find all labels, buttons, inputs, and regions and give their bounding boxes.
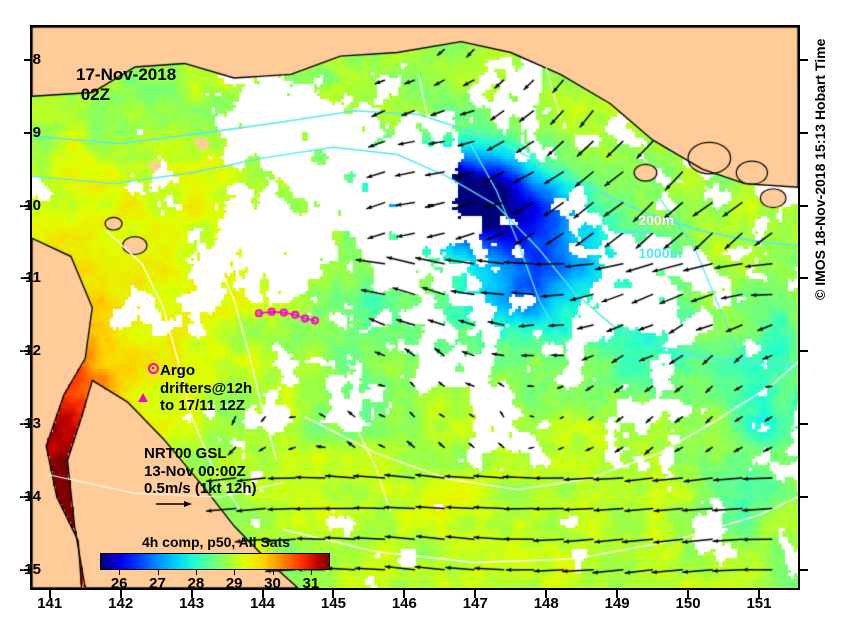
colorbar-tick-2 <box>195 570 197 575</box>
x-tick-label-0: 141 <box>37 595 63 612</box>
colorbar-label-4: 30 <box>264 575 281 592</box>
x-tick-mark-2 <box>190 590 193 598</box>
imos-credit-label: © IMOS 18-Nov-2018 15:13 Hobart Time <box>812 38 828 300</box>
x-tick-label-10: 151 <box>746 595 772 612</box>
x-tick-label-4: 145 <box>320 595 346 612</box>
x-tick-mark-9 <box>687 590 690 598</box>
y-tick-label-4: -12 <box>19 342 41 360</box>
y-tick-mark-right-0 <box>800 58 808 61</box>
sst-raster-canvas <box>32 27 798 588</box>
x-tick-mark-4 <box>332 590 335 598</box>
colorbar-tick-0 <box>119 570 121 575</box>
x-tick-label-9: 150 <box>675 595 701 612</box>
y-tick-mark-right-1 <box>800 131 808 134</box>
y-tick-label-3: -11 <box>20 269 41 287</box>
y-tick-mark-right-6 <box>800 495 808 498</box>
colorbar-tick-3 <box>234 570 236 575</box>
y-tick-mark-4 <box>24 350 32 353</box>
x-tick-label-3: 144 <box>249 595 276 612</box>
x-tick-label-7: 148 <box>533 595 559 612</box>
drifter-marker-icon <box>138 393 148 402</box>
x-tick-mark-8 <box>616 590 619 598</box>
x-tick-mark-1 <box>119 590 122 598</box>
x-tick-mark-6 <box>474 590 477 598</box>
y-tick-mark-right-7 <box>800 568 808 571</box>
y-tick-label-7: -15 <box>19 560 41 578</box>
colorbar-label-3: 29 <box>225 575 243 592</box>
colorbar-tick-1 <box>157 570 159 575</box>
x-tick-mark-7 <box>545 590 548 598</box>
argo-float-marker-icon <box>148 363 159 374</box>
x-tick-label-5: 146 <box>391 595 417 612</box>
y-tick-mark-6 <box>24 495 32 498</box>
map-plot-area[interactable]: 17-Nov-2018 02Z 200m 1000m Argo drifters… <box>30 25 800 590</box>
colorbar-label-0: 26 <box>110 575 128 592</box>
y-tick-mark-right-2 <box>800 204 808 207</box>
y-tick-label-0: -8 <box>27 50 41 68</box>
colorbar: 4h comp, p50, All Sats 26 27 28 29 30 31 <box>100 535 332 592</box>
y-tick-mark-2 <box>24 204 32 207</box>
y-tick-mark-right-5 <box>800 423 808 426</box>
colorbar-title: 4h comp, p50, All Sats <box>141 534 291 550</box>
y-tick-mark-5 <box>24 423 32 426</box>
y-tick-label-1: -9 <box>27 123 41 141</box>
colorbar-ticks <box>100 570 330 576</box>
y-tick-label-6: -14 <box>19 487 41 505</box>
y-tick-mark-7 <box>24 568 32 571</box>
y-tick-mark-1 <box>24 131 32 134</box>
bathymetry-rule-icon <box>615 231 653 233</box>
y-tick-mark-0 <box>24 58 32 61</box>
x-tick-label-1: 142 <box>108 595 134 612</box>
colorbar-label-2: 28 <box>187 575 205 592</box>
x-tick-mark-10 <box>757 590 760 598</box>
colorbar-label-5: 31 <box>302 575 320 592</box>
colorbar-label-1: 27 <box>149 575 166 592</box>
x-tick-mark-3 <box>261 590 264 598</box>
y-tick-mark-right-4 <box>800 350 808 353</box>
x-tick-label-2: 143 <box>179 595 205 612</box>
x-tick-mark-0 <box>48 590 51 598</box>
y-tick-label-5: -13 <box>19 415 41 433</box>
colorbar-gradient <box>100 553 330 570</box>
y-tick-mark-right-3 <box>800 277 808 280</box>
x-tick-mark-5 <box>403 590 406 598</box>
colorbar-tick-5 <box>310 570 312 575</box>
colorbar-tick-4 <box>272 570 274 575</box>
colorbar-tick-labels: 26 27 28 29 30 31 <box>100 576 330 592</box>
x-tick-label-6: 147 <box>462 595 488 612</box>
y-tick-label-2: -10 <box>19 196 41 214</box>
reference-arrow-icon <box>156 501 192 507</box>
y-tick-mark-3 <box>24 277 32 280</box>
x-tick-label-8: 149 <box>604 595 630 612</box>
